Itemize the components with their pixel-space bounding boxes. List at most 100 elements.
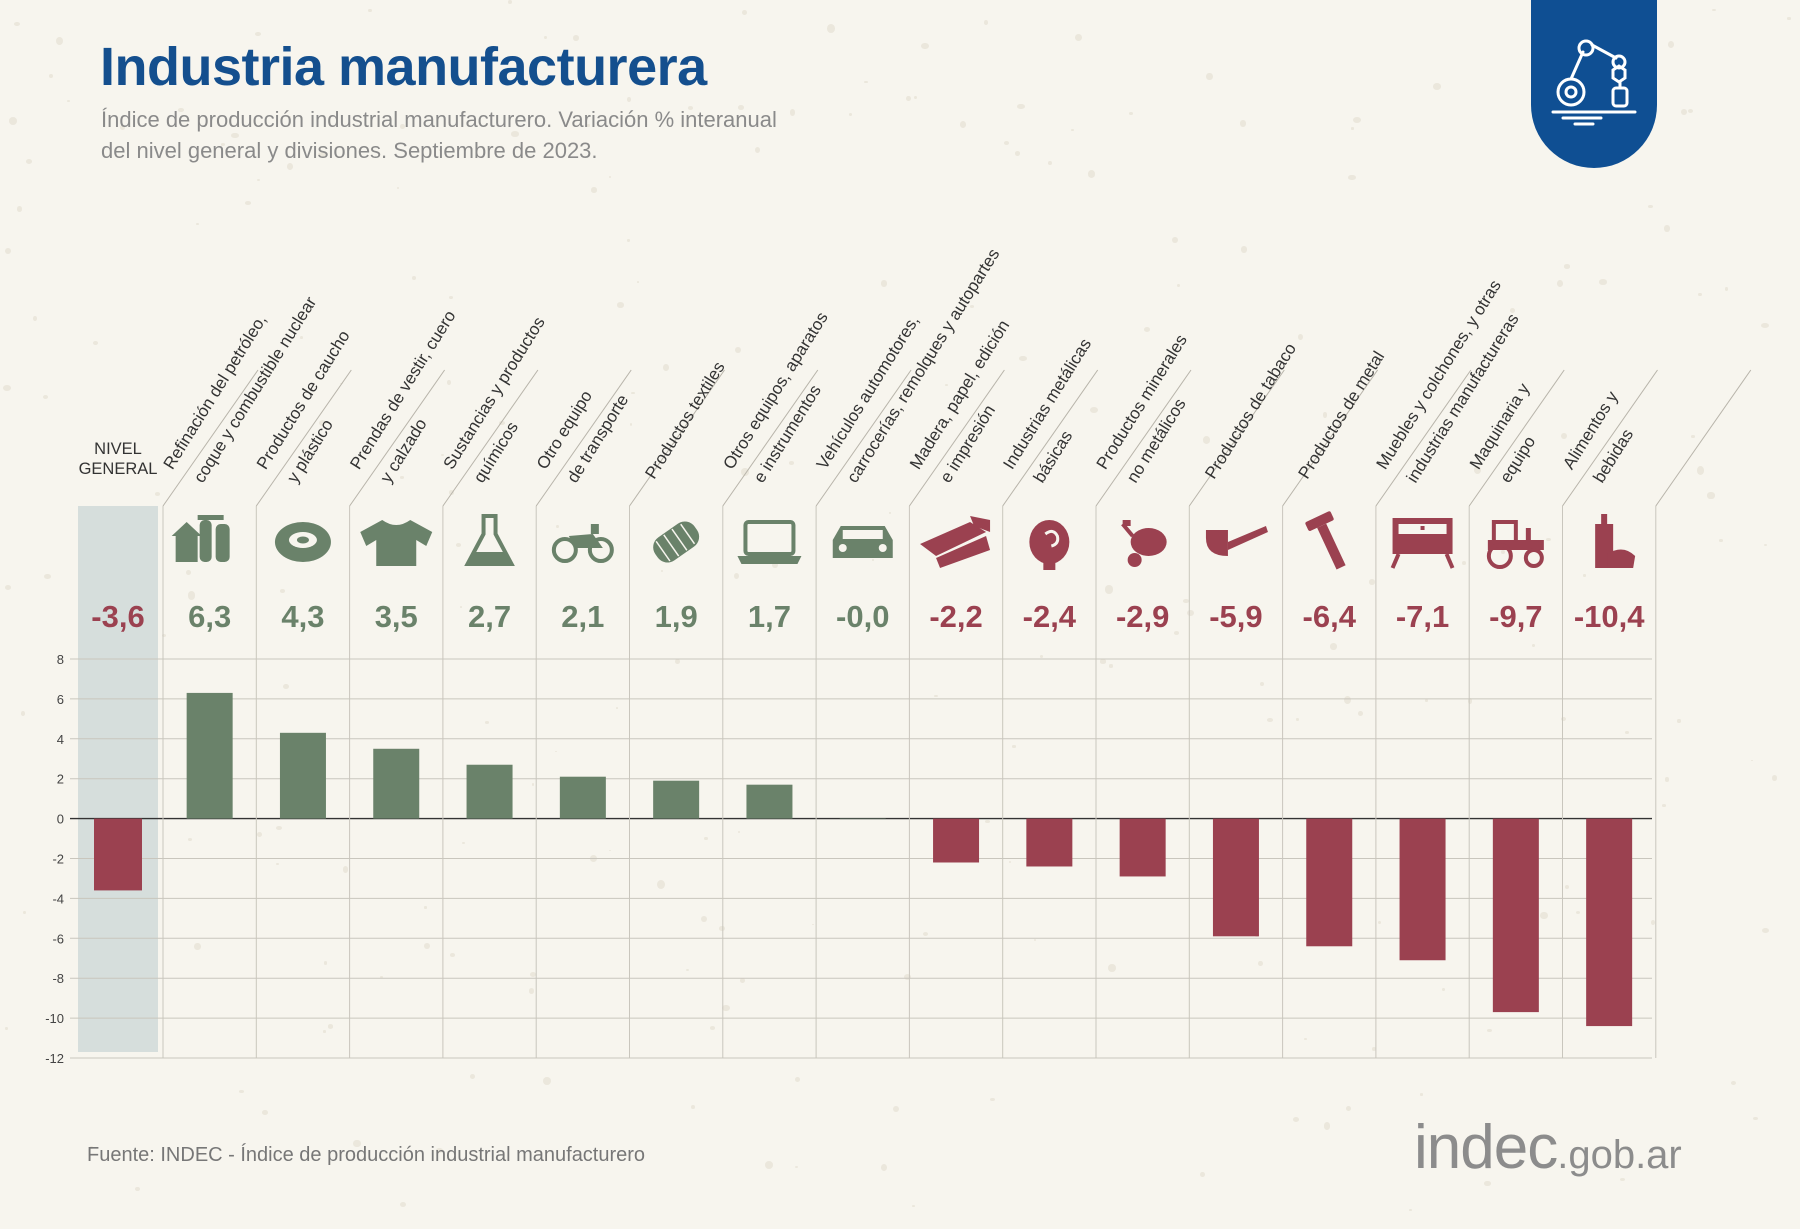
refinery-icon-shape [171, 522, 202, 536]
speckle [675, 658, 680, 664]
speckle [1015, 151, 1021, 156]
speckle [1099, 659, 1107, 664]
tractor-icon-shape [1523, 548, 1544, 568]
speckle [1419, 1093, 1423, 1096]
speckle [892, 1105, 899, 1112]
speckle [629, 423, 633, 426]
thread-spool-icon-shape [680, 523, 696, 545]
category-value-label: 1,7 [748, 599, 791, 634]
speckle [531, 783, 535, 786]
speckle [187, 591, 196, 601]
speckle [367, 8, 372, 13]
speckle [1462, 561, 1467, 565]
speckle [663, 364, 670, 372]
speckle [1128, 111, 1133, 116]
header-divider [1562, 369, 1658, 507]
category-bar [1026, 818, 1073, 867]
speckle [657, 879, 666, 889]
speckle [1303, 1038, 1307, 1040]
header-divider [1095, 369, 1192, 507]
motorcycle-icon [551, 524, 614, 563]
speckle [1582, 574, 1586, 577]
speckle [1575, 910, 1580, 915]
speckle [528, 988, 535, 994]
speckle [448, 490, 454, 495]
speckle [322, 1029, 327, 1033]
speckle [1009, 861, 1012, 864]
speckle [255, 32, 261, 37]
speckle [1500, 549, 1506, 554]
speckle [719, 925, 725, 932]
speckle [709, 1025, 716, 1030]
metal-coil-icon [1029, 520, 1070, 570]
speckle [990, 1098, 996, 1102]
speckle [626, 239, 631, 242]
speckle [299, 336, 303, 339]
speckle [1348, 174, 1356, 181]
speckle [1707, 492, 1715, 499]
speckle [1108, 664, 1113, 668]
speckle [1239, 119, 1247, 127]
speckle [257, 179, 260, 182]
speckle [1378, 920, 1382, 924]
bolt-icon-shape [1317, 523, 1346, 570]
y-tick-label: 2 [57, 772, 64, 787]
speckle [5, 248, 12, 255]
speckle [1487, 1028, 1493, 1033]
speckle [1540, 911, 1548, 920]
speckle [1012, 745, 1016, 748]
speckle [686, 968, 690, 971]
speckle [704, 836, 708, 841]
header-divider [1468, 369, 1565, 507]
speckle [435, 1148, 443, 1153]
subtitle-line-1: Índice de producción industrial manufact… [101, 107, 777, 132]
speckle [244, 200, 252, 205]
speckle [735, 347, 741, 353]
thread-spool-icon-shape [663, 534, 680, 557]
speckle [289, 115, 292, 118]
speckle [1751, 759, 1754, 762]
speckle [1546, 538, 1552, 542]
speckle [161, 633, 167, 638]
y-tick-label: -2 [52, 852, 64, 867]
speckle [789, 461, 794, 465]
speckle [587, 124, 591, 127]
speckle [1368, 579, 1376, 585]
speckle [911, 1205, 916, 1208]
speckle [221, 143, 226, 147]
header-divider [535, 369, 632, 507]
robot-arm-icon [1551, 39, 1637, 126]
y-tick-label: 6 [57, 692, 64, 707]
speckle [1323, 1121, 1331, 1131]
page-subtitle: Índice de producción industrial manufact… [101, 104, 1001, 166]
category-bar [653, 780, 700, 819]
speckle [660, 569, 663, 573]
speckle [1040, 655, 1044, 659]
header-divider [815, 369, 912, 507]
speckle [572, 35, 580, 41]
category-bar [1586, 818, 1633, 1027]
speckle [399, 1201, 406, 1207]
speckle [1565, 884, 1570, 890]
speckle [529, 972, 536, 978]
speckle [13, 22, 20, 27]
y-tick-label: 0 [57, 812, 64, 827]
cabinet-icon-shape [1444, 553, 1455, 569]
speckle [1688, 109, 1694, 114]
indec-logo: indec.gob.ar [1414, 1112, 1682, 1183]
speckle [1698, 292, 1702, 297]
nivel-general-label: NIVEL [94, 440, 142, 458]
speckle [722, 1004, 730, 1012]
speckle [794, 1076, 800, 1082]
category-bar [839, 818, 886, 820]
speckle [282, 683, 289, 690]
refinery-icon-shape [199, 520, 212, 562]
speckle [1619, 1178, 1625, 1182]
speckle [1087, 170, 1095, 179]
pipe-icon-shape [1205, 530, 1228, 556]
speckle [323, 961, 327, 965]
tractor-icon-shape [1525, 528, 1531, 540]
bottle-bread-icon-shape [1601, 514, 1608, 524]
header-divider [1655, 369, 1752, 507]
bottle-bread-icon-shape [1607, 549, 1636, 568]
